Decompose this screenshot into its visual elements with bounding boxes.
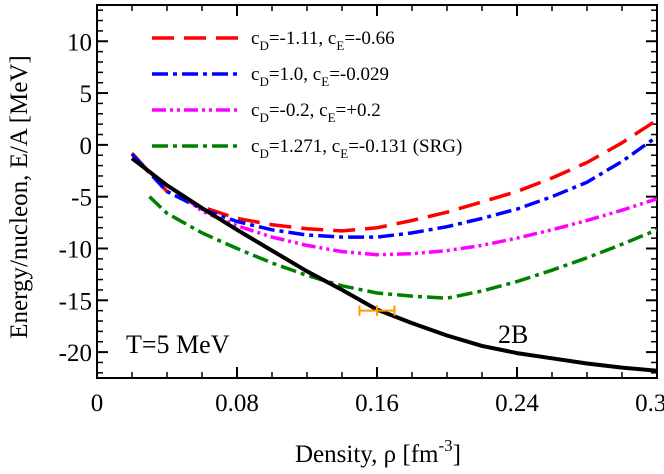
x-tick-label: 0.32 xyxy=(635,390,664,417)
legend-label-2: cD=1.0, cE=-0.029 xyxy=(251,64,389,89)
axes: 0 0.08 0.16 0.24 0.32 10 5 0 -5 -10 -15 -20 xyxy=(59,4,664,417)
plot-frame xyxy=(96,4,658,379)
y-tick-label: 5 xyxy=(80,81,93,108)
series-line-1 xyxy=(130,118,657,233)
series-group xyxy=(130,118,657,373)
series-line-5 xyxy=(130,156,657,373)
series-line-3 xyxy=(183,195,657,257)
x-axis-title: Density, ρ [fm-3] xyxy=(295,436,461,468)
y-tick-label: -5 xyxy=(71,185,92,212)
y-tick-label: -20 xyxy=(59,340,92,367)
x-tick-label: 0 xyxy=(91,390,104,417)
saturation-marker-group xyxy=(358,305,396,316)
x-tick-label: 0.16 xyxy=(355,390,399,417)
y-axis-title: Energy/nucleon, E/A [MeV] xyxy=(6,55,33,339)
y-tick-label: 10 xyxy=(67,29,92,56)
legend-label-4: cD=1.271, cE=-0.131 (SRG) xyxy=(251,136,462,161)
legend-label-1: cD=-1.11, cE=-0.66 xyxy=(251,28,395,53)
two-body-label: 2B xyxy=(498,320,528,349)
legend: cD=-1.11, cE=-0.66 cD=1.0, cE=-0.029 cD=-0… xyxy=(152,28,462,161)
x-tick-label: 0.08 xyxy=(215,390,259,417)
x-tick-label: 0.24 xyxy=(495,390,539,417)
legend-label-3: cD=-0.2, cE=+0.2 xyxy=(251,100,381,125)
y-tick-label: -15 xyxy=(59,288,92,315)
series-line-4 xyxy=(148,195,657,300)
y-tick-label: 0 xyxy=(80,133,93,160)
temperature-label: T=5 MeV xyxy=(126,330,230,359)
y-tick-label: -10 xyxy=(59,236,92,263)
